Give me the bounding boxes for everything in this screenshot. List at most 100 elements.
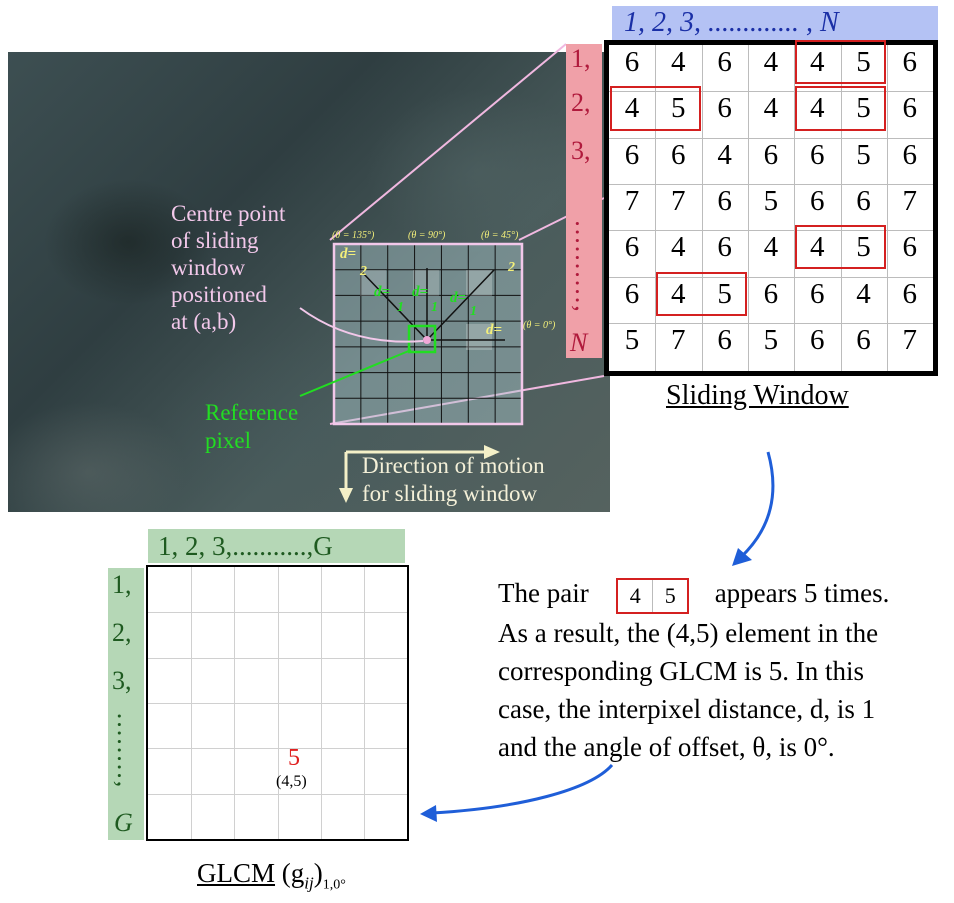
pair-intro: The pair (498, 578, 589, 608)
grid-cell: 5 (748, 178, 794, 224)
grid-cell: 6 (609, 132, 655, 178)
sliding-window-column-header: 1, 2, 3, ............. , N (612, 6, 938, 40)
grid-cell: 7 (655, 317, 701, 363)
motion-line-2: for sliding window (362, 480, 545, 508)
glcm-grid-line-horizontal (148, 748, 407, 749)
glcm-row-header: 1, 2, 3, ........, G (108, 568, 144, 840)
row-label-3: 3, (571, 136, 591, 166)
glcm-row-label-dots: ........, (111, 681, 141, 821)
d-value-45: 1 (470, 304, 477, 320)
glcm-caption: GLCM (gij)1,0° (197, 858, 346, 893)
grid-cell: 4 (748, 85, 794, 131)
arrow-window-to-text (740, 452, 773, 558)
grid-cell: 6 (748, 271, 794, 317)
glcm-row-label-1: 1, (112, 570, 132, 600)
arrow-text-to-glcm (432, 765, 612, 813)
grid-cell: 6 (887, 39, 933, 85)
reference-line-1: Reference (205, 399, 298, 427)
angle-45-label: (θ = 45°) (481, 230, 518, 241)
grid-cell: 6 (702, 85, 748, 131)
sliding-window-caption: Sliding Window (666, 380, 849, 412)
d-value-45-far: 2 (508, 260, 515, 276)
highlighted-pair-box (610, 86, 701, 130)
centre-line-5: at (a,b) (171, 308, 285, 335)
grid-cell: 7 (655, 178, 701, 224)
highlighted-pair-box (795, 225, 886, 269)
reference-line-2: pixel (205, 427, 298, 455)
glcm-column-header: 1, 2, 3,...........,G (148, 529, 405, 563)
grid-cell: 6 (609, 39, 655, 85)
glcm-caption-subscript: 1,0° (323, 877, 346, 892)
grid-cell: 6 (841, 317, 887, 363)
glcm-caption-text: GLCM (197, 858, 275, 888)
row-label-1: 1, (571, 44, 591, 74)
glcm-caption-sub: ij (304, 873, 313, 892)
centre-line-3: window (171, 254, 285, 281)
angle-135-label: (θ = 135°) (332, 230, 374, 241)
sliding-window-row-header: 1, 2, 3, .........., N (566, 44, 602, 358)
glcm-caption-symbol: (g (282, 858, 305, 888)
grid-cell: 6 (887, 271, 933, 317)
row-label-dots: .........., (569, 187, 599, 347)
pair-outro: appears 5 times. (715, 578, 890, 608)
d-value-135-near: 1 (397, 300, 404, 316)
grid-cell: 4 (655, 39, 701, 85)
grid-cell: 4 (748, 39, 794, 85)
centre-point-dot (423, 336, 431, 344)
motion-label: Direction of motion for sliding window (362, 452, 545, 508)
glcm-grid-line-vertical (364, 567, 365, 839)
glcm-row-label-2: 2, (112, 618, 132, 648)
d-label-90: d= (412, 284, 428, 301)
glcm-row-label-g: G (114, 808, 133, 838)
reference-pixel-label: Reference pixel (205, 399, 298, 455)
grid-cell: 4 (655, 224, 701, 270)
grid-cell: 7 (609, 178, 655, 224)
grid-cell: 6 (748, 132, 794, 178)
grid-cell: 6 (841, 178, 887, 224)
grid-cell: 6 (887, 132, 933, 178)
glcm-grid-line-horizontal (148, 703, 407, 704)
d-label-45: d= (450, 290, 466, 307)
d-label-0: d= (486, 322, 502, 339)
grid-cell: 6 (794, 317, 840, 363)
grid-cell: 6 (702, 317, 748, 363)
glcm-grid-line-vertical (321, 567, 322, 839)
centre-line-1: Centre point (171, 200, 285, 227)
motion-line-1: Direction of motion (362, 452, 545, 480)
centre-line-4: positioned (171, 281, 285, 308)
glcm-value-index: (4,5) (276, 773, 307, 791)
grid-cell: 6 (794, 132, 840, 178)
d-value-135: 2 (360, 264, 367, 280)
glcm-caption-close: ) (314, 858, 323, 888)
row-label-2: 2, (571, 88, 591, 118)
grid-cell: 6 (887, 85, 933, 131)
grid-cell: 6 (609, 224, 655, 270)
grid-cell: 7 (887, 317, 933, 363)
pair-value-a: 4 (618, 580, 653, 612)
offset-cell-45 (466, 270, 492, 296)
angle-90-label: (θ = 90°) (408, 230, 445, 241)
grid-cell: 5 (748, 317, 794, 363)
grid-cell: 6 (794, 178, 840, 224)
angle-0-label: (θ = 0°) (523, 320, 555, 331)
glcm-grid (146, 565, 409, 841)
explanation-line-1: The pair 45 appears 5 times. (498, 574, 889, 614)
grid-cell: 4 (841, 271, 887, 317)
pair-value-b: 5 (653, 580, 687, 612)
d-label-135: d= (340, 246, 356, 263)
grid-cell: 6 (702, 224, 748, 270)
grid-cell: 6 (887, 224, 933, 270)
explanation-line-3: corresponding GLCM is 5. In this (498, 652, 864, 690)
centre-line-2: of sliding (171, 227, 285, 254)
explanation-line-2: As a result, the (4,5) element in the (498, 614, 878, 652)
highlighted-pair-box (795, 40, 886, 84)
grid-cell: 4 (748, 224, 794, 270)
glcm-value: 5 (288, 745, 300, 772)
grid-cell: 6 (794, 271, 840, 317)
explanation-line-4: case, the interpixel distance, d, is 1 (498, 690, 875, 728)
grid-cell: 7 (887, 178, 933, 224)
grid-cell: 6 (609, 271, 655, 317)
explanation-line-5: and the angle of offset, θ, is 0°. (498, 728, 835, 766)
